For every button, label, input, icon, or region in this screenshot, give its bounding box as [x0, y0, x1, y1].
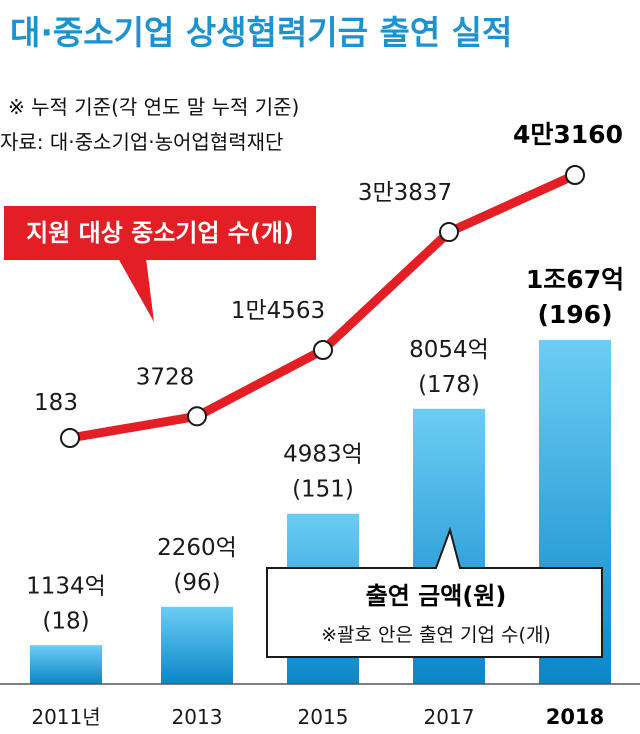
line-legend-label: 지원 대상 중소기업 수(개): [26, 219, 294, 247]
bar-company-count-label-2: (96): [173, 570, 220, 596]
bar-company-count-label-5: (196): [537, 300, 612, 329]
line-value-label-4: 3만3837: [358, 180, 452, 206]
line-value-labels: 183 3728 1만4563 3만3837 4만3160: [34, 120, 623, 416]
line-value-label-2: 3728: [136, 364, 195, 390]
bar-value-label-4: 8054억: [409, 337, 489, 363]
line-legend-pointer: [118, 258, 154, 322]
line-value-label-5: 4만3160: [513, 120, 623, 149]
line-legend-box: [4, 206, 316, 260]
x-tick-label-4: 2017: [424, 705, 475, 729]
line-series: [60, 165, 585, 448]
bar-value-label-2: 2260억: [157, 535, 237, 561]
line-point-5: [565, 165, 585, 185]
bar-company-count-label-1: (18): [42, 608, 89, 634]
x-tick-label-1: 2011년: [31, 705, 100, 729]
bar-2: [161, 606, 233, 684]
bar-1: [30, 645, 102, 684]
line-point-1: [60, 428, 80, 448]
bar-company-count-label-4: (178): [418, 372, 480, 398]
x-axis-ticks: 2011년 2013 2015 2017 2018: [31, 705, 604, 729]
bar-legend-box: [266, 526, 603, 658]
note-source: 자료: 대·중소기업·농어업협력재단: [0, 130, 283, 154]
line-legend-callout: 지원 대상 중소기업 수(개): [4, 206, 316, 322]
bar-legend-callout: 출연 금액(원) ※괄호 안은 출연 기업 수(개): [266, 526, 603, 658]
line-point-4: [439, 222, 459, 243]
chart-title: 대·중소기업 상생협력기금 출연 실적: [10, 13, 512, 52]
x-tick-label-5: 2018: [546, 705, 604, 729]
bar-value-labels: 1134억 (18) 2260억 (96) 4983억 (151) 8054억 (178) 1조…: [26, 265, 624, 634]
line-point-3: [313, 340, 333, 361]
bar-legend-label: 출연 금액(원): [366, 582, 507, 610]
bar-value-label-1: 1134억: [26, 573, 106, 599]
bar-company-count-label-3: (151): [292, 477, 354, 503]
line-point-2: [187, 406, 207, 427]
line-value-label-3: 1만4563: [231, 298, 325, 324]
bar-value-label-3: 4983억: [283, 442, 363, 468]
bar-value-label-5: 1조67억: [526, 265, 624, 294]
line-value-label-1: 183: [34, 390, 78, 416]
x-tick-label-3: 2015: [298, 705, 349, 729]
bar-legend-note: ※괄호 안은 출연 기업 수(개): [321, 624, 551, 646]
x-tick-label-2: 2013: [172, 705, 223, 729]
note-cumulative: ※ 누적 기준(각 연도 말 누적 기준): [8, 95, 299, 119]
